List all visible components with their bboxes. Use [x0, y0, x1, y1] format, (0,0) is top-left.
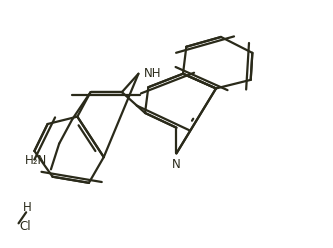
Text: NH: NH	[144, 67, 161, 80]
Text: H₂N: H₂N	[25, 154, 48, 167]
Text: H: H	[23, 201, 32, 214]
Text: Cl: Cl	[20, 220, 31, 234]
Text: N: N	[172, 158, 181, 171]
